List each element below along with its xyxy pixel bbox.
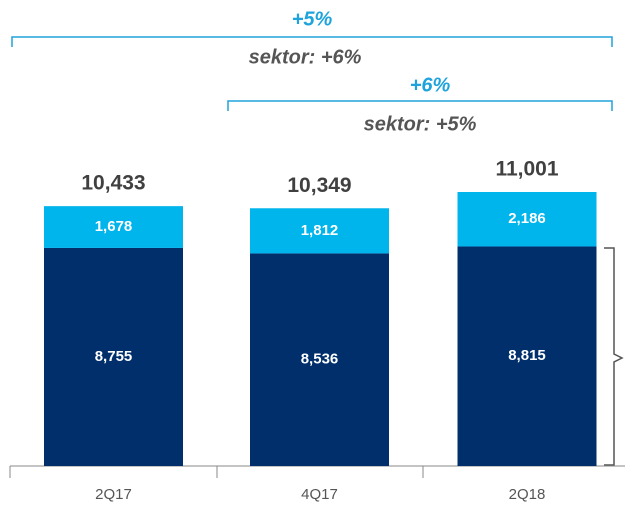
- annotation: +5%: [292, 8, 333, 30]
- bar-segment: [457, 246, 597, 466]
- annotation: sektor: +6%: [249, 46, 362, 68]
- bracket: [11, 36, 613, 47]
- segment-label: 2,186: [508, 210, 546, 227]
- total-label: 10,433: [81, 172, 145, 195]
- segment-label: 8,755: [95, 348, 133, 365]
- bar-segment: [250, 253, 389, 466]
- annotation: sektor: +5%: [364, 113, 477, 135]
- bar-segment: [457, 192, 597, 247]
- annotation: +6%: [410, 74, 451, 96]
- segment-label: 8,815: [508, 347, 546, 364]
- brace: [604, 247, 624, 466]
- x-tick-label: 2Q17: [95, 486, 132, 503]
- segment-label: 8,536: [301, 351, 339, 368]
- bracket: [227, 100, 613, 111]
- total-label: 11,001: [495, 158, 558, 181]
- x-tick-label: 4Q17: [301, 486, 338, 503]
- bar-segment: [250, 208, 389, 254]
- total-label: 10,349: [287, 174, 351, 197]
- segment-label: 1,678: [95, 218, 133, 235]
- x-tick-label: 2Q18: [509, 486, 546, 503]
- segment-label: 1,812: [301, 222, 339, 239]
- bar-segment: [44, 206, 183, 248]
- bar-segment: [44, 247, 183, 466]
